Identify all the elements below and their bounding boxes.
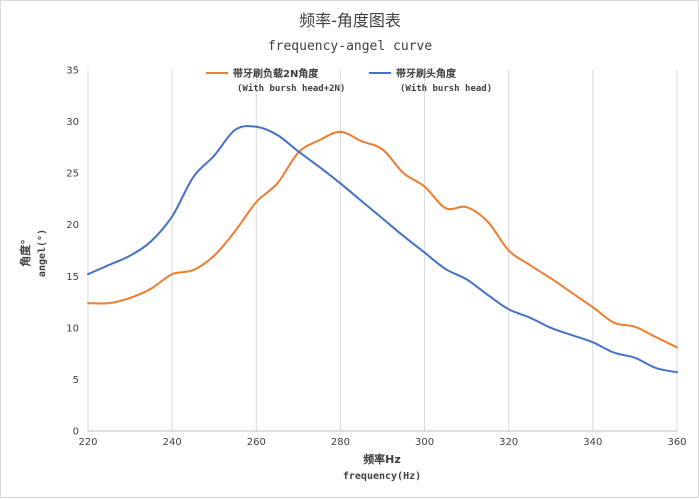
legend-label-orange: 带牙刷负载2N角度 (233, 67, 319, 80)
y-tick-label: 10 (66, 323, 79, 334)
y-axis-title: 角度° (18, 239, 32, 267)
series-lines (87, 125, 678, 374)
x-tick-label: 300 (415, 437, 434, 448)
y-tick-label: 35 (66, 66, 79, 77)
x-tick-label: 340 (583, 437, 602, 448)
chart-subtitle: frequency-angel curve (268, 39, 433, 54)
x-tick-label: 360 (667, 437, 686, 448)
y-tick-label: 15 (66, 272, 79, 283)
x-tick-label: 240 (163, 437, 182, 448)
grid-lines (87, 70, 678, 432)
legend-sublabel-blue: (With bursh head) (400, 83, 492, 94)
x-tick-label: 220 (78, 437, 97, 448)
legend: 带牙刷负载2N角度 (With bursh head+2N) 带牙刷头角度 (W… (206, 67, 492, 94)
y-tick-label: 25 (66, 169, 79, 180)
y-tick-label: 30 (66, 117, 79, 128)
tick-labels: 220 240 260 280 300 320 340 360 0 5 10 15 20 25 30 35 (66, 66, 686, 449)
y-tick-label: 20 (66, 220, 79, 231)
x-axis-title: 频率Hz (363, 452, 401, 466)
series-line-brush-head (87, 125, 678, 374)
x-tick-label: 320 (499, 437, 518, 448)
x-tick-label: 260 (247, 437, 266, 448)
chart-title: 频率-角度图表 (299, 11, 401, 30)
y-tick-label: 5 (73, 375, 79, 386)
x-axis-title-en: frequency(Hz) (343, 471, 421, 482)
x-tick-label: 280 (331, 437, 350, 448)
legend-sublabel-orange: (With bursh head+2N) (237, 83, 345, 94)
series-line-with-load (87, 130, 678, 349)
y-axis-title-en: angel(°) (37, 229, 48, 277)
y-tick-label: 0 (73, 427, 79, 438)
legend-label-blue: 带牙刷头角度 (396, 67, 457, 80)
